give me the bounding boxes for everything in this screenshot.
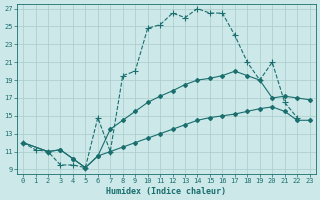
X-axis label: Humidex (Indice chaleur): Humidex (Indice chaleur): [106, 187, 226, 196]
